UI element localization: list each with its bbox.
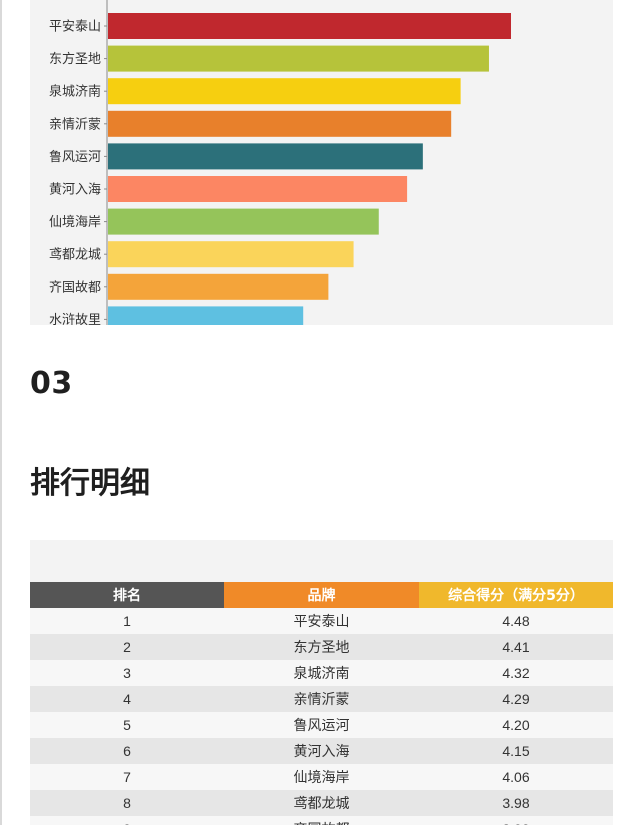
cell-brand: 鸢都龙城	[293, 796, 350, 812]
cell-brand: 齐国故都	[224, 816, 419, 825]
table-row: 3 泉城济南 4.32	[30, 660, 613, 686]
ranking-table: 排名 品牌 综合得分（满分5分） 1 平安泰山 4.48 2 东方圣地 4.41…	[30, 582, 613, 825]
category-label: 鲁风运河	[49, 150, 101, 165]
cell-rank: 2	[123, 639, 131, 655]
table-row: 4 亲情沂蒙 4.29	[30, 686, 613, 712]
cell-rank: 1	[123, 613, 131, 629]
cell-brand: 泉城济南	[293, 666, 350, 682]
cell-rank: 6	[123, 743, 131, 759]
bar	[108, 78, 461, 105]
cell-brand: 平安泰山	[293, 614, 350, 630]
category-label: 齐国故都	[49, 279, 101, 295]
cell-score: 4.32	[502, 665, 530, 681]
section-number: 03	[30, 366, 73, 401]
bar	[108, 13, 511, 39]
bar	[108, 176, 408, 202]
section-title: 排行明细	[30, 466, 150, 501]
bar	[108, 306, 304, 325]
table-row: 5 鲁风运河 4.20	[30, 712, 613, 738]
table-row: 6 黄河入海 4.15	[30, 738, 613, 764]
category-label: 黄河入海	[49, 183, 101, 198]
cell-score: 4.15	[502, 743, 530, 759]
cell-rank: 5	[123, 717, 131, 733]
table-row: 7 仙境海岸 4.06	[30, 764, 613, 790]
bar-chart-panel: 平安泰山东方圣地泉城济南亲情沂蒙鲁风运河黄河入海仙境海岸鸢都龙城齐国故都水浒故里	[30, 0, 613, 325]
cell-brand: 亲情沂蒙	[293, 692, 350, 708]
cell-score: 4.29	[502, 691, 530, 707]
cell-rank: 7	[123, 769, 131, 785]
table-row: 9 齐国故都 3.90	[30, 816, 613, 825]
header-brand: 品牌	[224, 582, 419, 608]
bar	[108, 45, 489, 72]
table-row: 2 东方圣地 4.41	[30, 634, 613, 660]
cell-brand: 鲁风运河	[293, 718, 350, 734]
cell-rank: 8	[123, 795, 131, 811]
cell-score: 3.90	[419, 816, 613, 825]
category-label: 东方圣地	[49, 51, 101, 67]
category-label: 平安泰山	[49, 20, 101, 35]
cell-brand: 仙境海岸	[293, 770, 350, 786]
left-border	[0, 0, 2, 825]
header-rank: 排名	[30, 582, 224, 608]
table-row: 8 鸢都龙城 3.98	[30, 790, 613, 816]
bar	[108, 143, 423, 170]
category-label: 鸢都龙城	[49, 248, 101, 263]
cell-rank: 3	[123, 665, 131, 681]
cell-rank: 4	[123, 691, 131, 707]
ranking-table-panel: 排名 品牌 综合得分（满分5分） 1 平安泰山 4.48 2 东方圣地 4.41…	[30, 540, 613, 825]
cell-score: 4.48	[502, 613, 530, 629]
category-label: 仙境海岸	[49, 215, 101, 230]
table-row: 1 平安泰山 4.48	[30, 608, 613, 634]
category-label: 泉城济南	[49, 84, 101, 100]
cell-score: 4.41	[502, 639, 530, 655]
category-label: 水浒故里	[49, 313, 101, 325]
cell-brand: 黄河入海	[293, 744, 350, 760]
cell-score: 4.06	[502, 769, 530, 785]
category-label: 亲情沂蒙	[49, 117, 101, 132]
cell-rank: 9	[30, 816, 224, 825]
cell-brand: 东方圣地	[293, 640, 350, 656]
bar	[108, 110, 452, 137]
bar	[108, 208, 379, 235]
bar	[108, 273, 329, 300]
header-score: 综合得分（满分5分）	[419, 582, 613, 608]
table-header-row: 排名 品牌 综合得分（满分5分）	[30, 582, 613, 608]
cell-score: 3.98	[502, 795, 530, 811]
bar	[108, 241, 354, 268]
cell-score: 4.20	[502, 717, 530, 733]
